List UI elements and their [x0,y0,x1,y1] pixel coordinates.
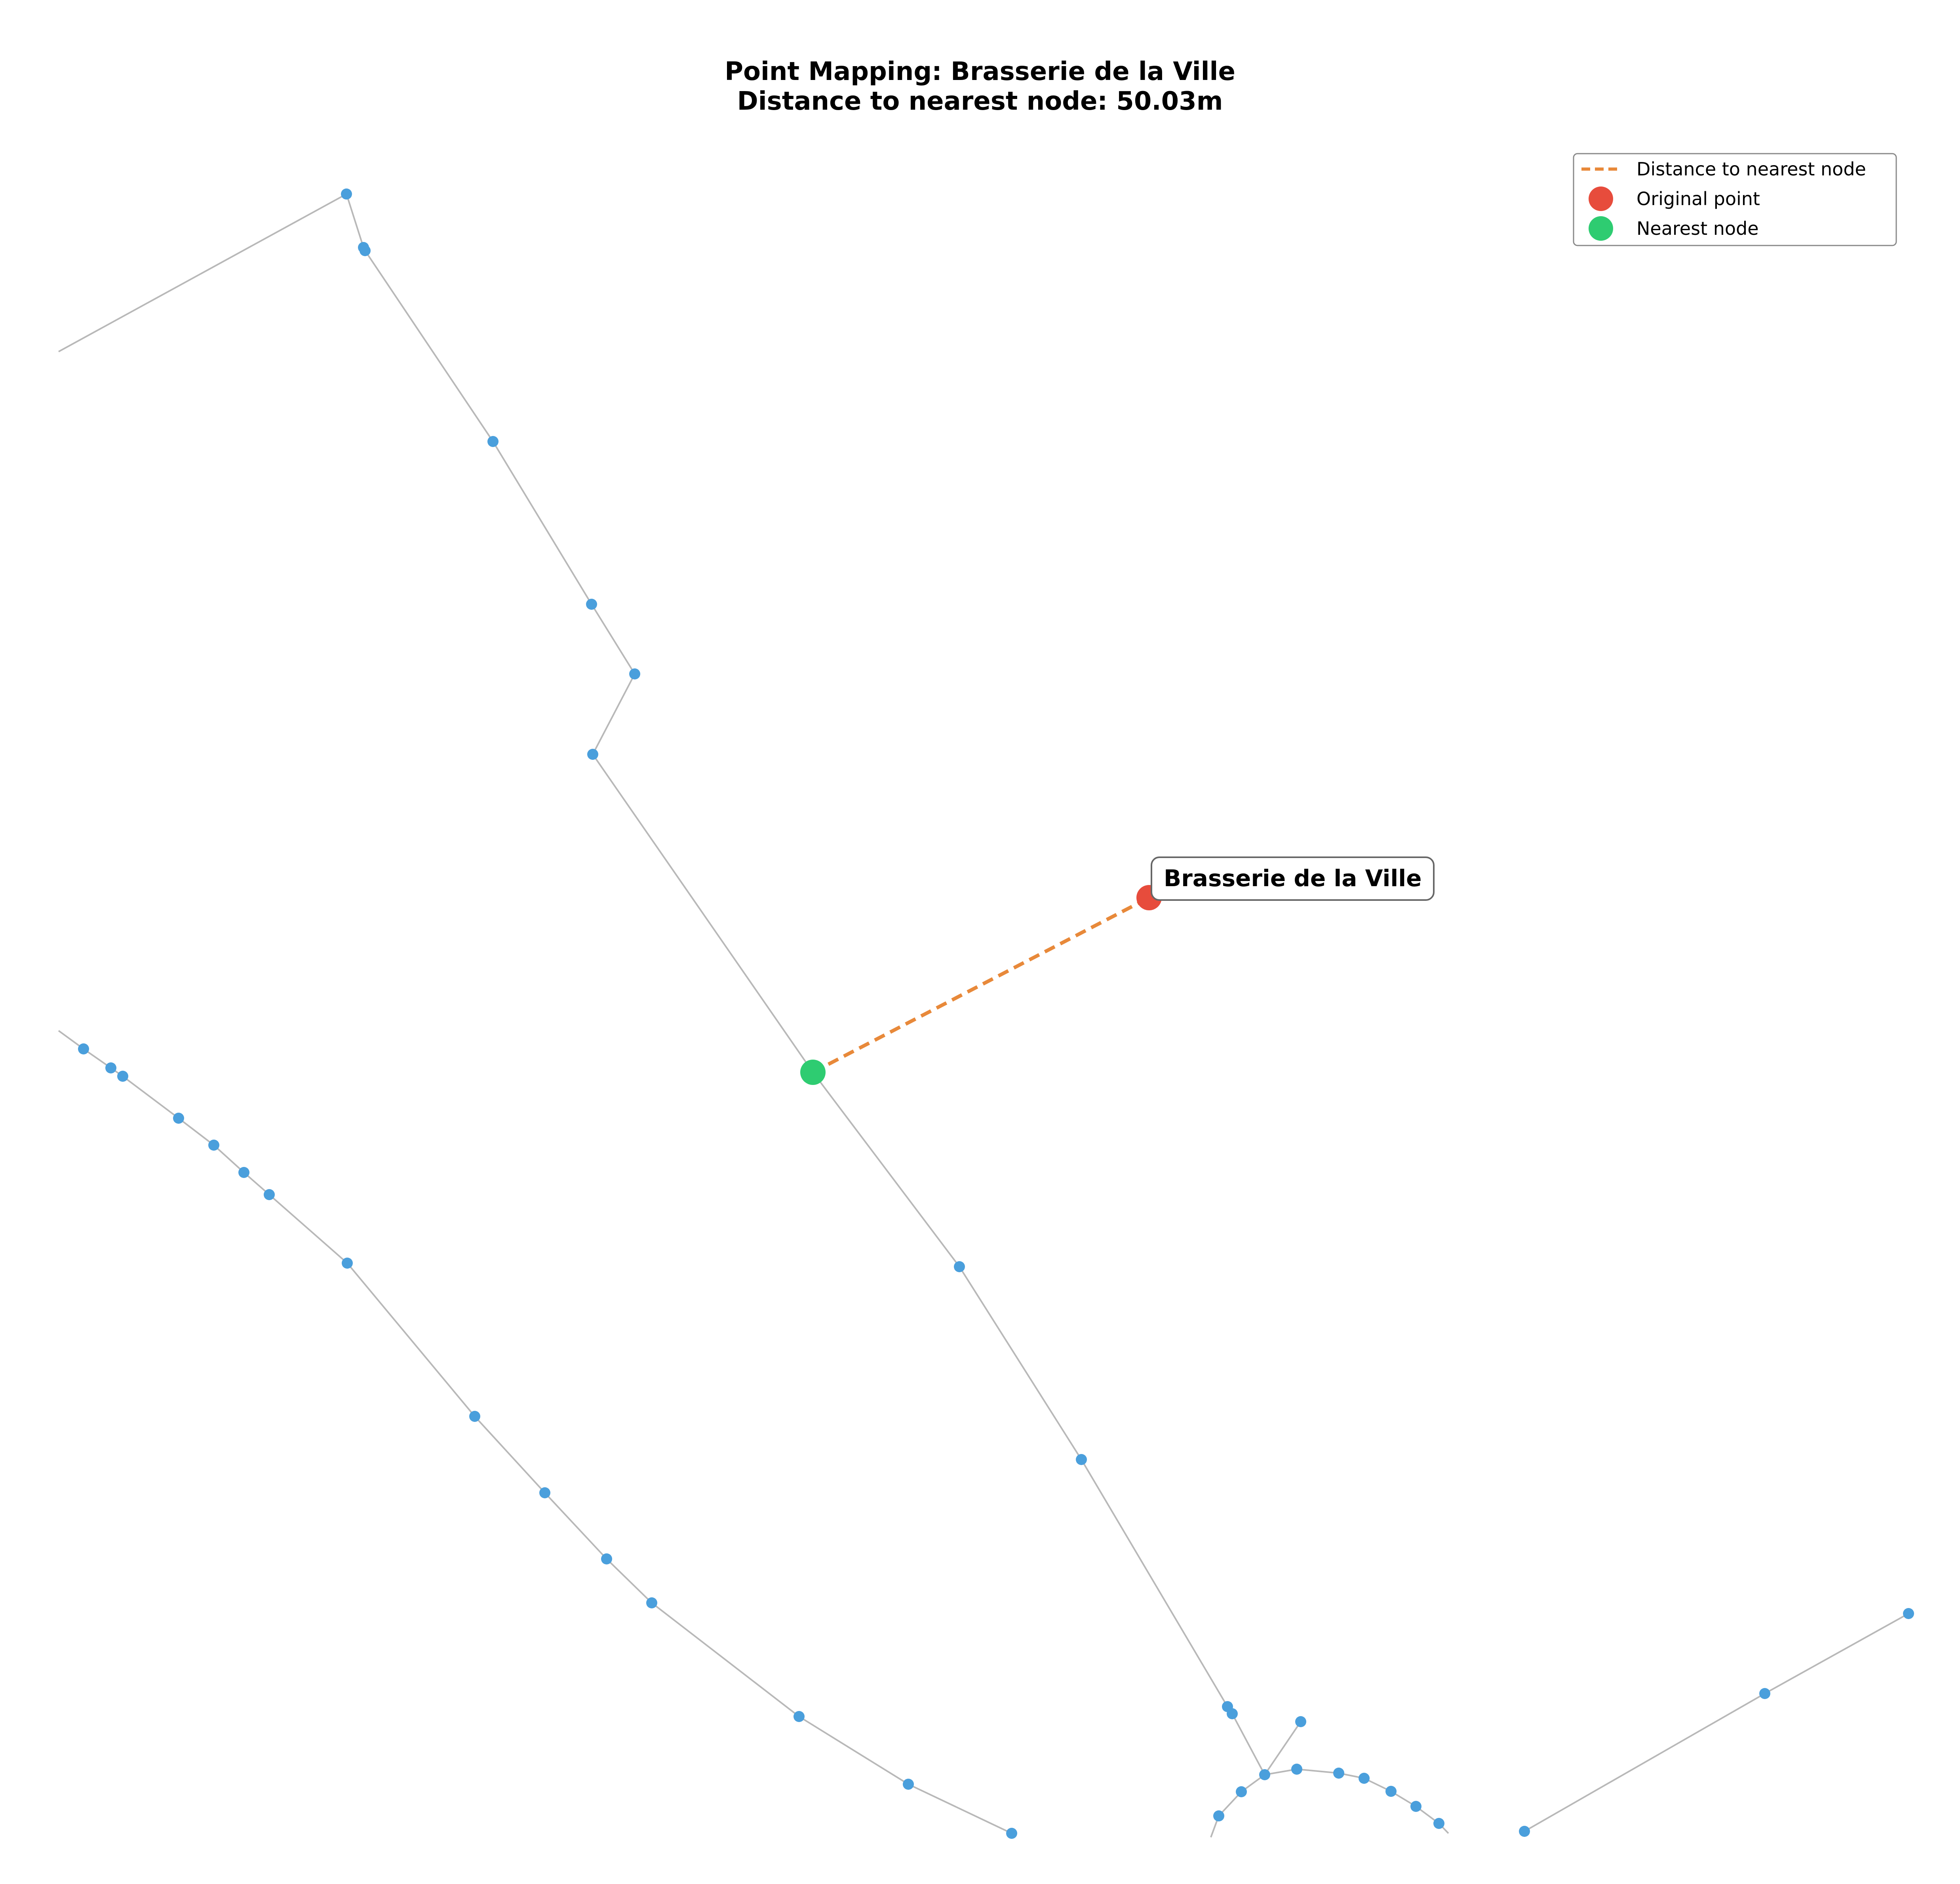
road-node [1759,1688,1770,1699]
chart-title-line1: Point Mapping: Brasserie de la Ville [725,57,1235,86]
road-node [1433,1818,1444,1829]
road-node [208,1140,219,1151]
legend-nearest-node-icon [1589,216,1613,241]
legend-box [1573,153,1897,246]
road-node [1006,1828,1017,1839]
road-edge [58,193,1265,1775]
road-node [78,1043,89,1054]
road-node [117,1071,128,1082]
road-node [1295,1716,1306,1727]
road-node [1333,1768,1344,1779]
road-node [1385,1786,1397,1797]
road-node [342,1258,353,1269]
road-node [601,1553,612,1564]
legend-label-distance: Distance to nearest node [1637,158,1866,180]
legend: Distance to nearest node Original point … [1573,153,1897,246]
road-node [646,1597,657,1608]
road-node [1259,1769,1270,1780]
road-node [105,1062,116,1073]
road-node [586,599,597,610]
road-node [587,749,598,760]
road-node [1213,1810,1224,1821]
road-node [173,1113,184,1124]
road-node [1236,1786,1247,1797]
road-node [1903,1608,1914,1619]
road-node [954,1261,965,1272]
road-node [341,188,352,200]
place-label-text: Brasserie de la Ville [1164,865,1421,892]
road-edges [58,193,1909,1838]
place-label: Brasserie de la Ville [1151,856,1435,901]
road-node [1410,1801,1421,1812]
road-node [794,1711,805,1722]
road-node [487,436,499,447]
legend-label-nearest: Nearest node [1637,218,1759,239]
road-edge [1264,1721,1302,1776]
road-node [1076,1454,1087,1465]
road-node [1359,1773,1370,1784]
road-node [629,668,640,679]
road-edge [58,1030,1012,1834]
road-node [1227,1708,1238,1719]
nearest-node-marker [800,1060,826,1085]
road-node [360,245,371,256]
chart-title-line2: Distance to nearest node: 50.03m [737,87,1223,116]
road-nodes [78,188,1914,1839]
legend-original-point-icon [1589,186,1613,211]
road-node [238,1167,249,1178]
place-label-box [1151,856,1435,901]
road-node [539,1487,550,1498]
road-node [903,1779,914,1790]
road-node [1291,1764,1302,1775]
road-node [469,1411,480,1422]
road-edge [1524,1613,1909,1832]
road-node [1519,1826,1530,1837]
road-node [264,1189,275,1200]
distance-line [812,896,1150,1074]
legend-label-original: Original point [1637,188,1760,209]
